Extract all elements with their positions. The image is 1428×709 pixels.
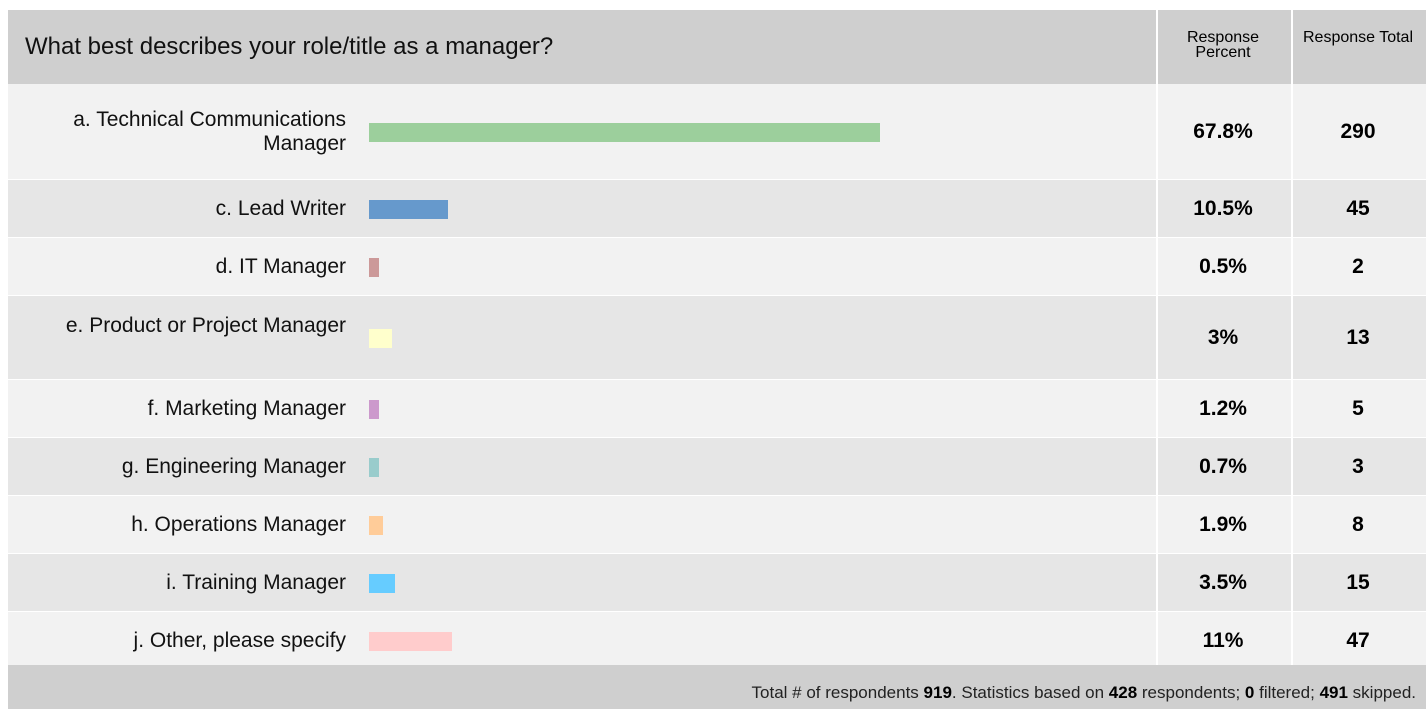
response-total: 15 [1346,571,1370,594]
response-percent: 3.5% [1199,571,1247,594]
category-label: d. IT Manager [215,255,346,278]
response-percent: 0.7% [1199,455,1247,478]
response-row: d. IT Manager 0.5% 2 [8,238,1426,296]
skipped-count: 491 [1319,683,1348,702]
response-bar [369,399,379,419]
response-row: g. Engineering Manager 0.7% 3 [8,438,1426,496]
response-percent: 1.2% [1199,397,1247,420]
response-percent: 1.9% [1199,513,1247,536]
response-bar [369,328,392,348]
respondents-total: 919 [923,683,952,702]
response-total: 5 [1352,397,1364,420]
category-label: e. Product or Project Manager [65,314,346,337]
response-percent: 67.8% [1193,120,1253,143]
footer-text: skipped. [1347,683,1416,702]
response-bar [369,257,379,277]
response-bar [369,631,452,651]
statistics-text: Total # of respondents 919. Statistics b… [752,683,1416,703]
footer-text: respondents; [1137,683,1245,702]
response-bar [369,515,383,535]
footer-text: Total # of respondents [751,683,924,702]
response-row: f. Marketing Manager 1.2% 5 [8,380,1426,438]
category-label: c. Lead Writer [215,197,346,220]
column-divider [1291,10,1293,665]
category-label: j. Other, please specify [133,629,346,652]
response-total-header: Response Total [1303,29,1413,46]
question-title: What best describes your role/title as a… [25,33,554,60]
response-row: h. Operations Manager 1.9% 8 [8,496,1426,554]
response-row: e. Product or Project Manager 3% 13 [8,296,1426,380]
response-percent-header: Response Percent [1186,29,1260,61]
response-bar [369,199,448,219]
response-total: 2 [1352,255,1364,278]
response-total: 45 [1346,197,1370,220]
footer-text: filtered; [1254,683,1320,702]
column-divider [1156,10,1158,665]
category-label: h. Operations Manager [131,513,346,536]
question-header: What best describes your role/title as a… [8,10,1426,84]
category-label: a. Technical Communications Manager [73,108,346,155]
response-bar [369,457,379,477]
response-percent: 3% [1207,326,1239,349]
response-total: 13 [1346,326,1370,349]
category-label: f. Marketing Manager [147,397,346,420]
response-row: c. Lead Writer 10.5% 45 [8,180,1426,238]
response-total: 290 [1340,120,1376,143]
respondents-based: 428 [1108,683,1138,702]
filtered-count: 0 [1244,683,1255,702]
category-label: g. Engineering Manager [121,455,346,478]
response-total: 3 [1352,455,1364,478]
response-row: a. Technical Communications Manager 67.8%… [8,84,1426,180]
footer-text: . Statistics based on [951,683,1109,702]
response-row: j. Other, please specify 11% 47 [8,612,1426,670]
response-percent: 10.5% [1193,197,1253,220]
response-total: 47 [1346,629,1370,652]
statistics-footer: Total # of respondents 919. Statistics b… [8,665,1426,709]
response-percent: 0.5% [1199,255,1247,278]
response-percent: 11% [1202,629,1244,652]
response-total: 8 [1352,513,1364,536]
survey-results-panel: What best describes your role/title as a… [8,10,1426,709]
response-bar [369,573,395,593]
category-label: i. Training Manager [166,571,346,594]
response-bar [369,122,880,142]
response-row: i. Training Manager 3.5% 15 [8,554,1426,612]
